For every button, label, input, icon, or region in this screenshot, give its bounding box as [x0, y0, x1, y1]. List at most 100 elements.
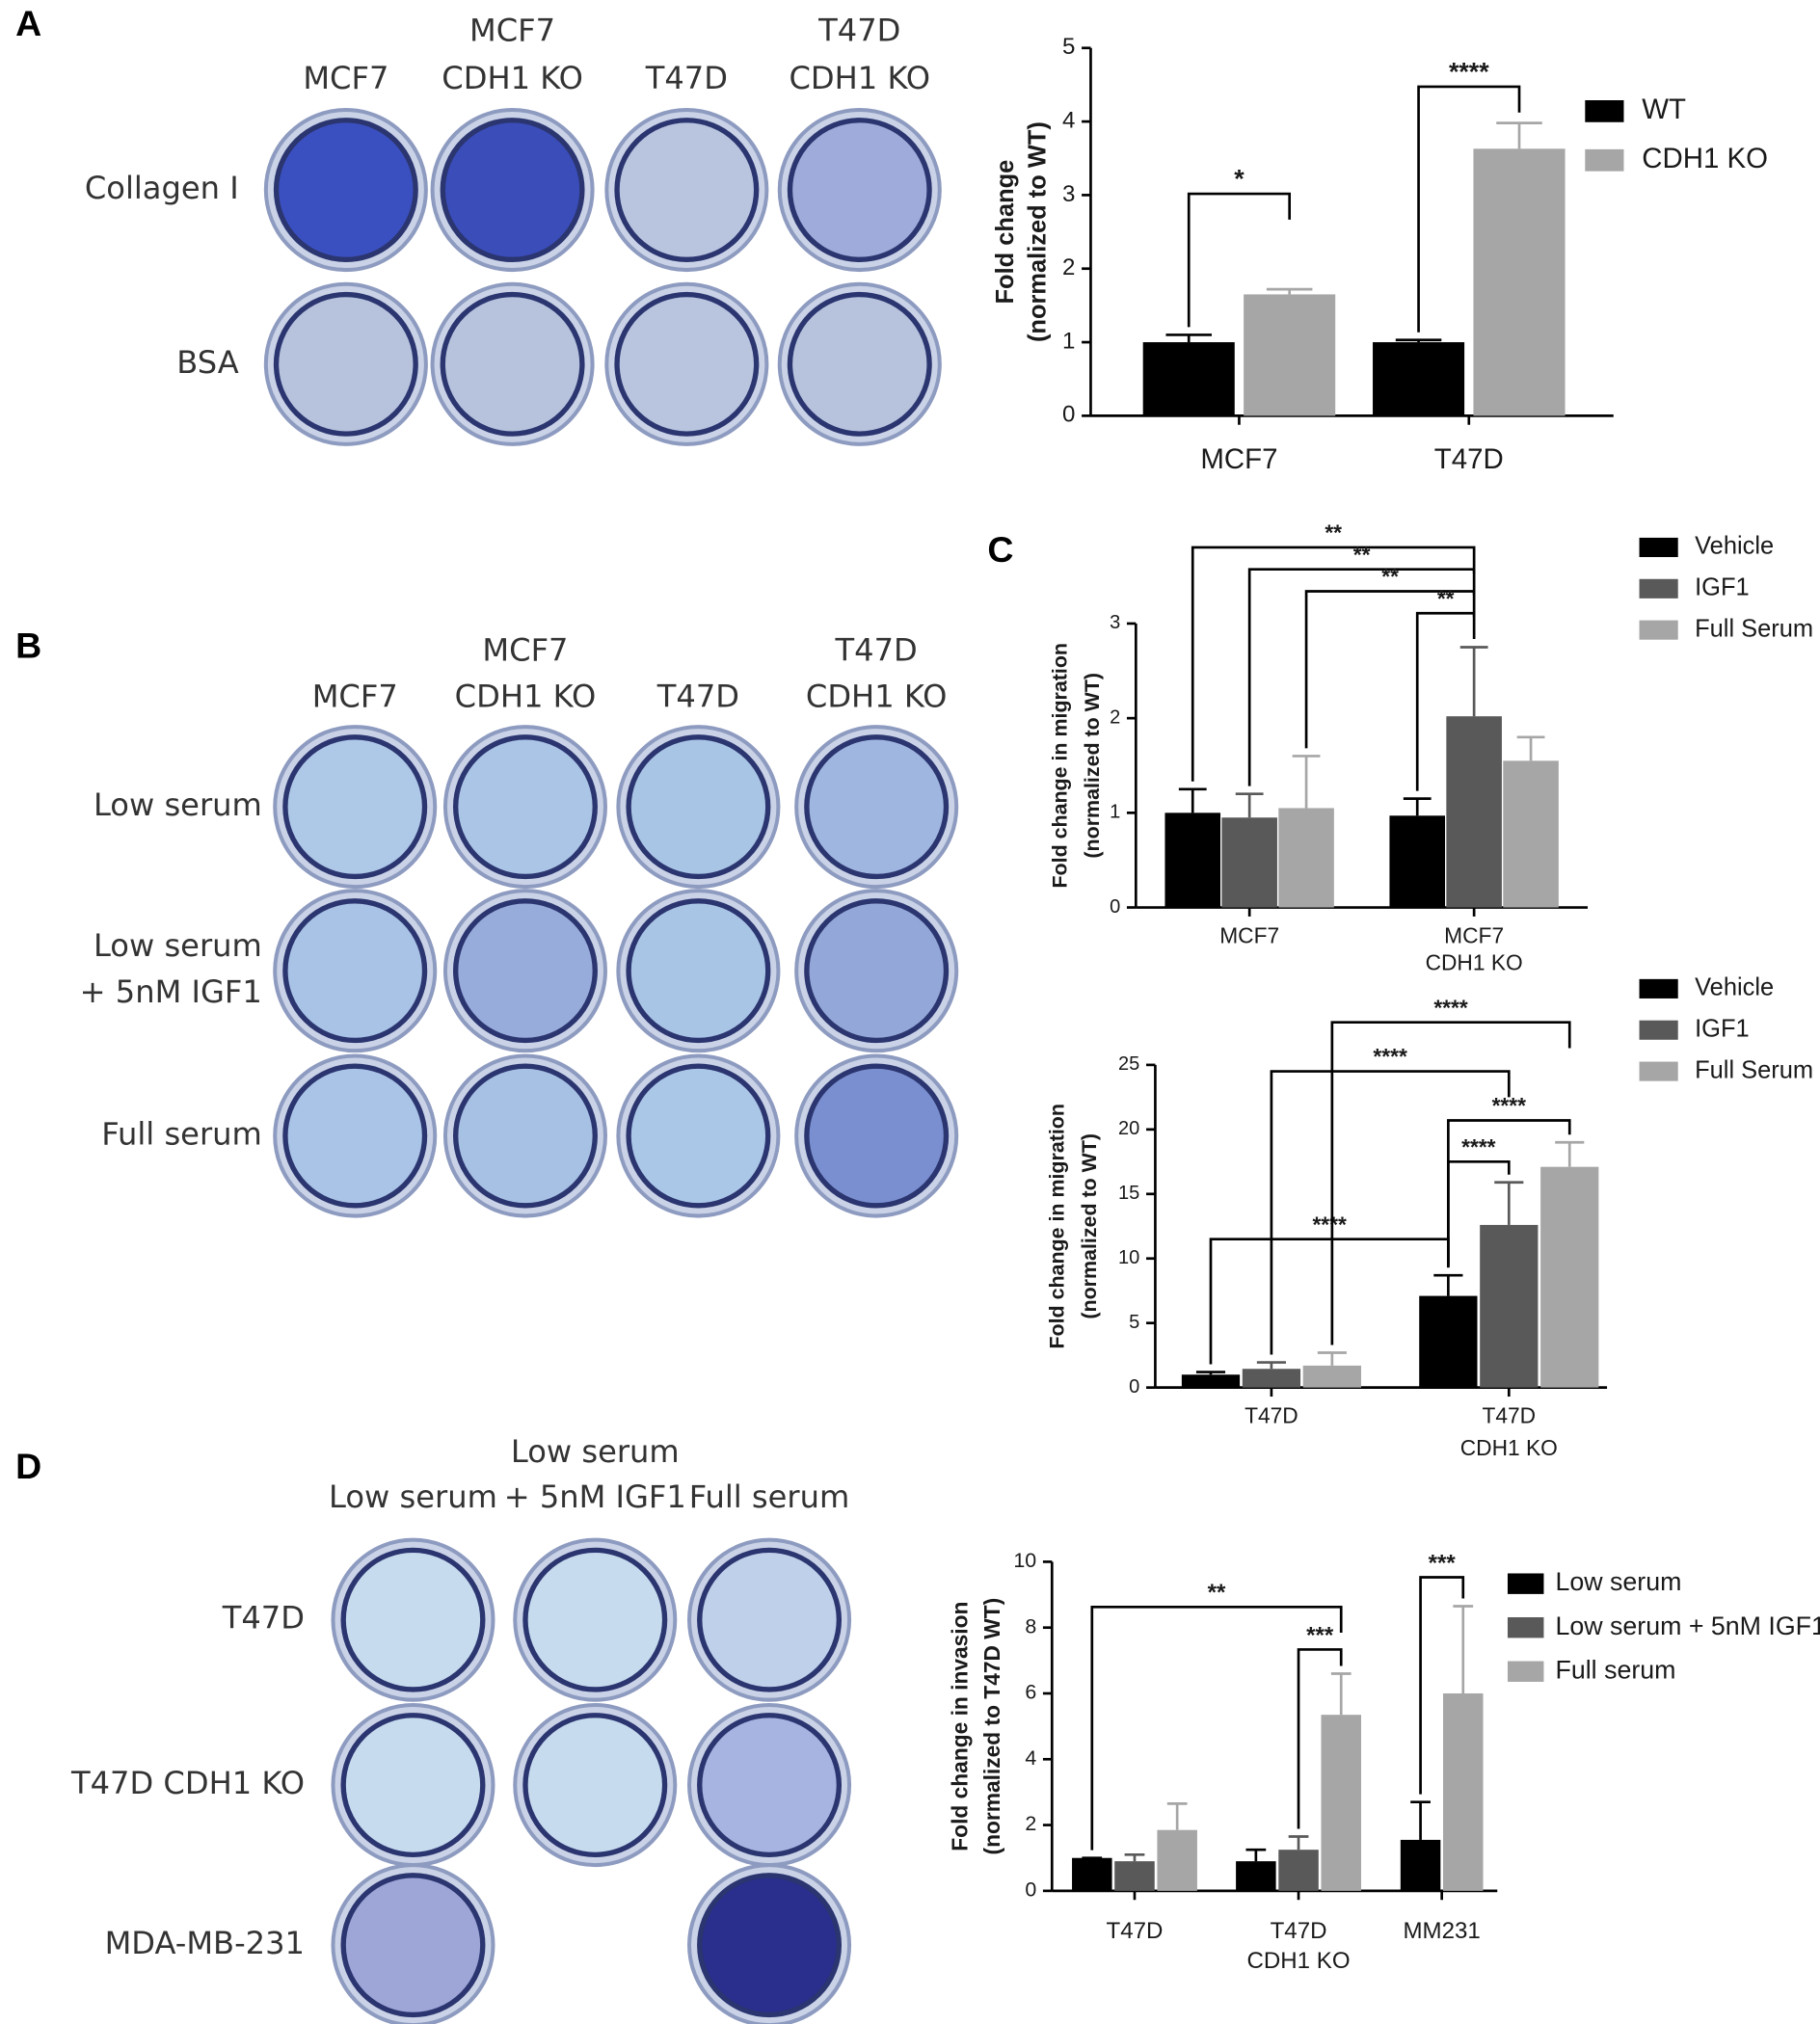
- significance-label: ****: [1492, 1093, 1527, 1118]
- well: [522, 1713, 668, 1858]
- bar: [1373, 342, 1465, 416]
- well: [440, 291, 585, 437]
- x-tick-label: MCF7: [1219, 922, 1279, 947]
- significance-label: **: [1437, 586, 1455, 611]
- row-label: MDA-MB-231: [105, 1925, 305, 1961]
- bar: [1473, 148, 1566, 416]
- bar: [1072, 1857, 1112, 1891]
- bar: [1278, 808, 1334, 908]
- significance-bracket: [1330, 1021, 1571, 1345]
- significance-bracket: [1191, 546, 1476, 782]
- well: [697, 1713, 843, 1858]
- column-label: CDH1 KO: [455, 679, 597, 715]
- y-tick-label: 20: [1118, 1118, 1139, 1139]
- y-axis-label: Fold change in invasion: [948, 1602, 973, 1851]
- y-tick-label: 2: [1025, 1812, 1036, 1835]
- x-tick-label: CDH1 KO: [1426, 949, 1523, 974]
- significance-bracket: [1270, 1070, 1511, 1355]
- x-tick-label: CDH1 KO: [1460, 1435, 1558, 1460]
- y-tick-label: 8: [1025, 1614, 1036, 1638]
- well: [626, 1063, 771, 1209]
- well: [340, 1873, 486, 2018]
- legend-label: IGF1: [1695, 574, 1750, 601]
- y-tick-label: 0: [1129, 1376, 1139, 1398]
- x-tick-label: MM231: [1403, 1918, 1480, 1944]
- well: [804, 734, 950, 880]
- y-tick-label: 3: [1110, 612, 1120, 633]
- significance-label: **: [1208, 1580, 1226, 1606]
- row-label: Collagen I: [85, 170, 239, 206]
- column-label: MCF7: [312, 679, 398, 715]
- significance-bracket: [1417, 85, 1521, 333]
- row-label: + 5nM IGF1: [80, 973, 262, 1010]
- column-label: CDH1 KO: [442, 60, 583, 96]
- x-tick-label: T47D: [1107, 1918, 1164, 1944]
- legend-label: Full Serum: [1695, 615, 1813, 642]
- column-label: T47D: [817, 13, 900, 49]
- column-label: Low serum: [511, 1433, 680, 1470]
- y-tick-label: 4: [1062, 107, 1075, 133]
- legend-swatch: [1507, 1616, 1544, 1638]
- significance-label: **: [1353, 542, 1371, 567]
- legend-swatch: [1585, 148, 1624, 172]
- bar: [1157, 1829, 1197, 1891]
- bar: [1244, 294, 1336, 416]
- y-axis-label: (normalized to WT): [1081, 673, 1104, 859]
- significance-bracket: [1297, 1648, 1343, 1829]
- y-axis-label: Fold change in migration: [1046, 1104, 1069, 1349]
- well: [282, 898, 428, 1044]
- y-tick-label: 1: [1110, 802, 1120, 823]
- y-tick-label: 3: [1062, 181, 1075, 207]
- bar: [1400, 1839, 1441, 1891]
- panel-label: C: [987, 529, 1013, 570]
- panel-label: D: [15, 1446, 41, 1486]
- well: [282, 1063, 428, 1209]
- significance-label: ***: [1429, 1550, 1457, 1576]
- legend-label: CDH1 KO: [1642, 143, 1768, 174]
- legend-swatch: [1639, 1061, 1678, 1081]
- bar: [1164, 812, 1221, 908]
- significance-bracket: [1090, 1605, 1343, 1851]
- well: [522, 1547, 668, 1692]
- y-tick-label: 0: [1062, 402, 1075, 428]
- well: [340, 1713, 486, 1858]
- well: [340, 1547, 486, 1692]
- bar: [1540, 1166, 1599, 1388]
- bar: [1480, 1224, 1539, 1388]
- bar: [1242, 1369, 1301, 1388]
- well: [697, 1547, 843, 1692]
- well: [452, 734, 598, 880]
- significance-label: **: [1381, 564, 1399, 589]
- legend-label: Full Serum: [1695, 1056, 1813, 1083]
- significance-bracket: [1304, 590, 1476, 749]
- significance-label: ****: [1433, 995, 1468, 1020]
- significance-bracket: [1419, 1576, 1465, 1795]
- y-axis-label: (normalized to WT): [1025, 121, 1052, 342]
- row-label: Low serum: [94, 786, 262, 823]
- bar: [1321, 1715, 1361, 1891]
- bar: [1142, 342, 1235, 416]
- y-tick-label: 5: [1129, 1312, 1139, 1333]
- legend-swatch: [1639, 620, 1678, 640]
- significance-label: ****: [1449, 58, 1489, 87]
- y-tick-label: 4: [1025, 1746, 1036, 1770]
- bar: [1278, 1850, 1319, 1891]
- y-tick-label: 10: [1118, 1247, 1139, 1268]
- y-tick-label: 0: [1110, 896, 1120, 918]
- well: [804, 898, 950, 1044]
- legend-label: Low serum + 5nM IGF1: [1556, 1611, 1820, 1640]
- legend-swatch: [1639, 1020, 1678, 1040]
- bar: [1389, 815, 1446, 908]
- y-tick-label: 0: [1025, 1878, 1036, 1902]
- column-label: T47D: [656, 679, 739, 715]
- significance-bracket: [1209, 1238, 1450, 1365]
- well: [626, 898, 771, 1044]
- y-tick-label: 2: [1062, 254, 1075, 280]
- legend-swatch: [1639, 578, 1678, 599]
- legend-swatch: [1507, 1573, 1544, 1594]
- bar: [1221, 817, 1277, 908]
- column-label: + 5nM IGF1: [504, 1478, 686, 1515]
- significance-bracket: [1447, 1119, 1571, 1268]
- bar: [1114, 1861, 1155, 1891]
